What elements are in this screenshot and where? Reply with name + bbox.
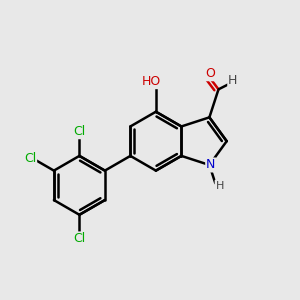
Text: O: O [205,67,215,80]
Text: N: N [206,158,216,172]
Text: Cl: Cl [73,232,86,245]
Text: H: H [215,181,224,190]
Text: H: H [228,74,238,87]
Text: Cl: Cl [24,152,36,165]
Text: HO: HO [142,75,161,88]
Text: Cl: Cl [73,125,86,138]
